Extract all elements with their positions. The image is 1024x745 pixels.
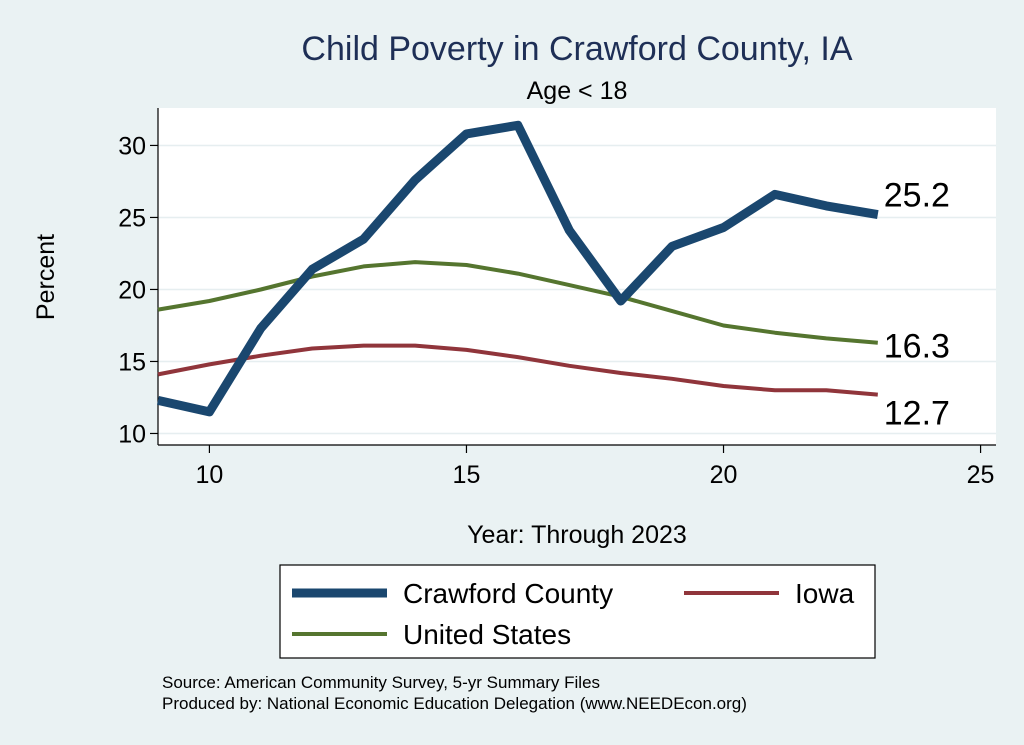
x-tick-label: 25 (967, 461, 995, 489)
end-label-crawford-county: 25.2 (884, 177, 950, 215)
end-label-united-states: 16.3 (884, 328, 950, 366)
series-line-crawford-county (157, 120, 879, 417)
legend-label-crawford-county: Crawford County (403, 578, 613, 609)
y-tick-label: 15 (118, 348, 146, 376)
x-tick-label: 10 (196, 461, 224, 489)
footer-source: Source: American Community Survey, 5-yr … (162, 673, 600, 692)
series-line-iowa (157, 343, 878, 397)
y-tick-label: 10 (118, 420, 146, 448)
footer-produced-by: Produced by: National Economic Education… (162, 694, 747, 713)
y-tick-label: 30 (118, 132, 146, 160)
chart-subtitle: Age < 18 (527, 77, 628, 105)
x-tick-label: 20 (710, 461, 738, 489)
legend-label-iowa: Iowa (795, 578, 855, 609)
y-axis-label: Percent (32, 234, 60, 320)
x-axis-label: Year: Through 2023 (467, 521, 687, 549)
plot-area (158, 108, 996, 445)
series-line-united-states (157, 260, 878, 345)
y-tick-label: 20 (118, 276, 146, 304)
end-label-iowa: 12.7 (884, 395, 950, 433)
legend: Crawford County Iowa United States (279, 564, 876, 659)
x-tick-label: 15 (453, 461, 481, 489)
y-tick-label: 25 (118, 204, 146, 232)
legend-label-united-states: United States (403, 619, 571, 650)
legend-box (279, 564, 876, 659)
chart-title: Child Poverty in Crawford County, IA (301, 30, 852, 68)
